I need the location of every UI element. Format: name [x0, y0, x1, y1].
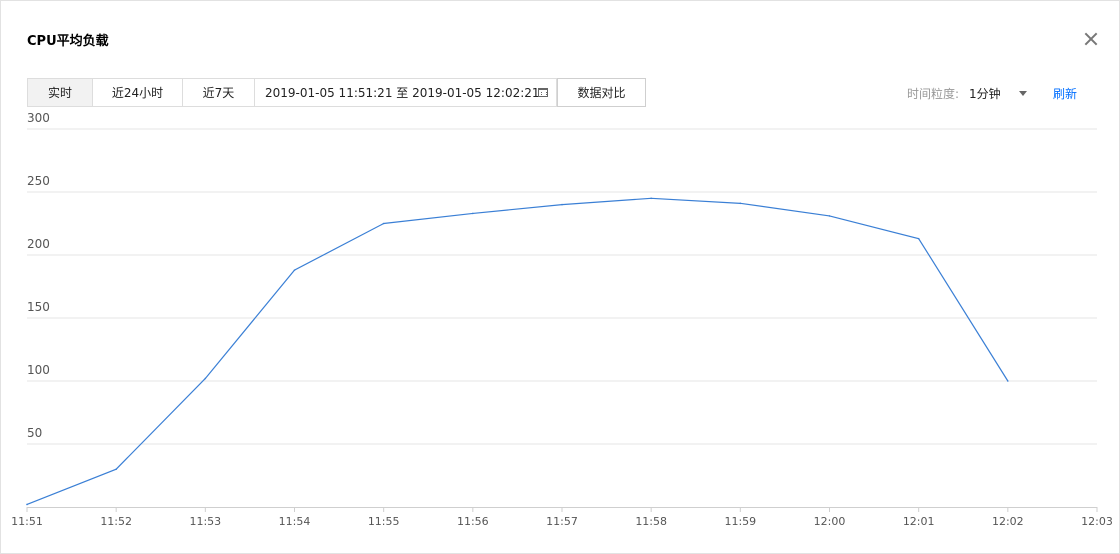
y-tick-label: 50 [27, 426, 42, 440]
granularity-select[interactable]: 1分钟 [969, 87, 1001, 101]
x-tick-label: 11:55 [368, 515, 400, 528]
x-tick-label: 12:02 [992, 515, 1024, 528]
series-line [26, 197, 1009, 506]
calendar-icon[interactable] [538, 88, 548, 97]
data-point [828, 215, 831, 217]
y-tick-label: 200 [27, 237, 50, 251]
granularity-label: 时间粒度: [907, 87, 960, 101]
x-tick-label: 11:51 [11, 515, 43, 528]
y-tick-label: 300 [27, 111, 50, 125]
data-point [472, 212, 474, 215]
x-tick-label: 11:54 [279, 515, 311, 528]
x-tick-label: 11:52 [100, 515, 132, 528]
x-tick-label: 11:56 [457, 515, 489, 528]
x-tick-label: 11:57 [546, 515, 578, 528]
data-point [917, 237, 920, 240]
time-range-toolbar: 实时 近24小时 近7天 2019-01-05 11:51:21 至 2019-… [27, 78, 646, 107]
data-point [115, 468, 117, 471]
tab-7d[interactable]: 近7天 [182, 78, 254, 107]
data-point [382, 222, 385, 225]
data-point [739, 202, 742, 205]
tab-realtime[interactable]: 实时 [27, 78, 92, 107]
y-tick-label: 100 [27, 363, 50, 377]
data-point [1007, 380, 1009, 382]
chevron-down-icon[interactable] [1019, 91, 1027, 96]
data-point [204, 377, 207, 380]
data-point [561, 203, 563, 206]
date-range-text: 2019-01-05 11:51:21 至 2019-01-05 12:02:2… [265, 86, 540, 100]
data-point [650, 197, 652, 200]
refresh-link[interactable]: 刷新 [1053, 87, 1078, 101]
data-point [293, 269, 296, 271]
compare-button[interactable]: 数据对比 [557, 78, 646, 107]
x-tick-label: 12:01 [903, 515, 935, 528]
data-point [26, 503, 28, 506]
y-tick-label: 150 [27, 300, 50, 314]
x-tick-label: 11:58 [635, 515, 667, 528]
x-tick-label: 11:53 [189, 515, 221, 528]
tab-24h[interactable]: 近24小时 [92, 78, 182, 107]
x-tick-label: 12:03 [1081, 515, 1113, 528]
x-tick-label: 11:59 [724, 515, 756, 528]
x-tick-label: 12:00 [814, 515, 846, 528]
dialog-title: CPU平均负载 [27, 34, 109, 49]
date-range-picker[interactable]: 2019-01-05 11:51:21 至 2019-01-05 12:02:2… [254, 78, 557, 107]
y-tick-label: 250 [27, 174, 50, 188]
